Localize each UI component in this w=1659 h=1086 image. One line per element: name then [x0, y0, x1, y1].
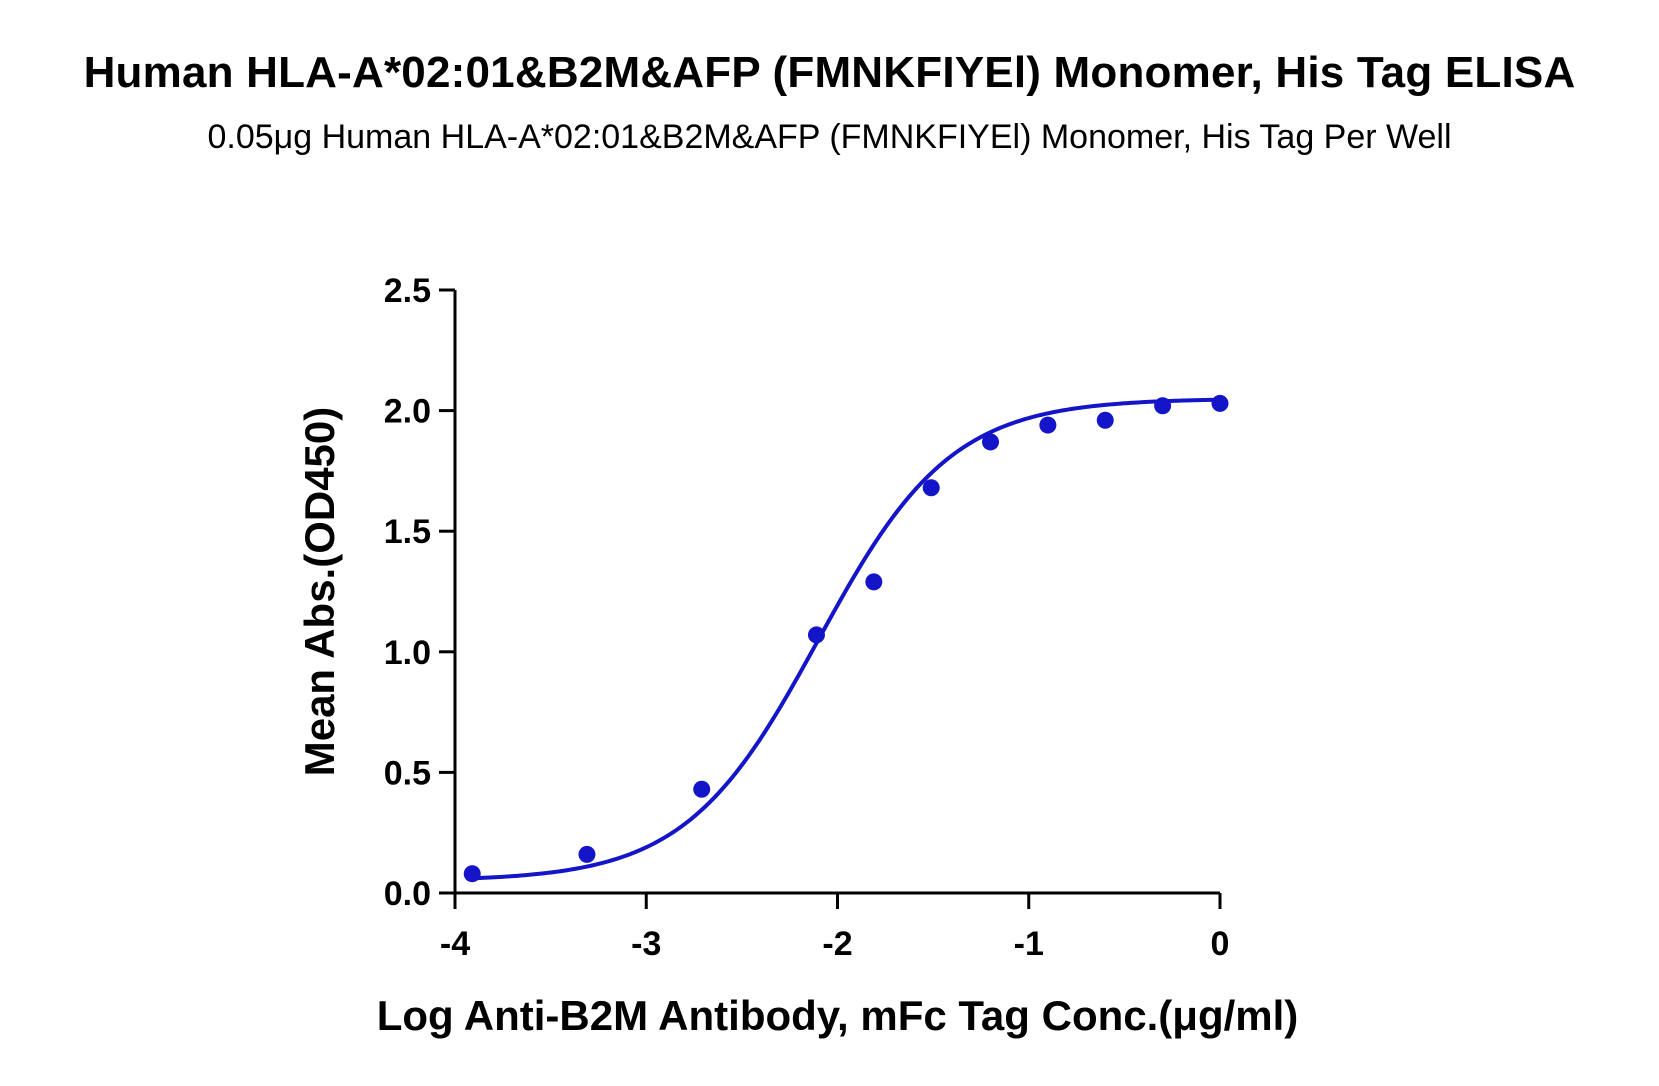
- data-point: [693, 780, 711, 798]
- data-point: [1211, 394, 1229, 412]
- x-tick-label: -1: [1014, 925, 1044, 963]
- x-axis-title: Log Anti-B2M Antibody, mFc Tag Conc.(μg/…: [377, 992, 1299, 1039]
- x-tick-label: -2: [822, 925, 852, 963]
- y-tick-label: 2.0: [384, 393, 431, 431]
- data-point: [1096, 411, 1114, 429]
- data-point: [865, 573, 883, 591]
- chart-subtitle: 0.05μg Human HLA-A*02:01&B2M&AFP (FMNKFI…: [207, 118, 1452, 156]
- y-tick-label: 2.5: [384, 272, 431, 310]
- y-tick-label: 1.5: [384, 513, 431, 551]
- data-point: [578, 845, 596, 863]
- data-point: [1039, 416, 1057, 434]
- chart-title: Human HLA-A*02:01&B2M&AFP (FMNKFIYEl) Mo…: [83, 48, 1576, 97]
- x-tick-label: -3: [631, 925, 661, 963]
- fit-curve: [472, 397, 1221, 881]
- data-point: [463, 865, 481, 883]
- y-tick-label: 0.5: [384, 754, 431, 792]
- y-axis-title: Mean Abs.(OD450): [296, 407, 343, 777]
- x-tick-label: -4: [440, 925, 470, 963]
- data-point: [922, 479, 940, 497]
- data-points-layer: [463, 394, 1229, 883]
- data-point: [1154, 397, 1172, 415]
- y-tick-label: 0.0: [384, 875, 431, 913]
- axes: 0.0 0.5 1.0 1.5 2.0 2.5 -4 -3 -2 -1 0: [384, 272, 1230, 963]
- data-point: [982, 433, 999, 451]
- x-tick-label: 0: [1211, 925, 1230, 963]
- data-point: [807, 626, 825, 644]
- y-tick-label: 1.0: [384, 634, 431, 672]
- fit-curve-layer: [472, 397, 1221, 881]
